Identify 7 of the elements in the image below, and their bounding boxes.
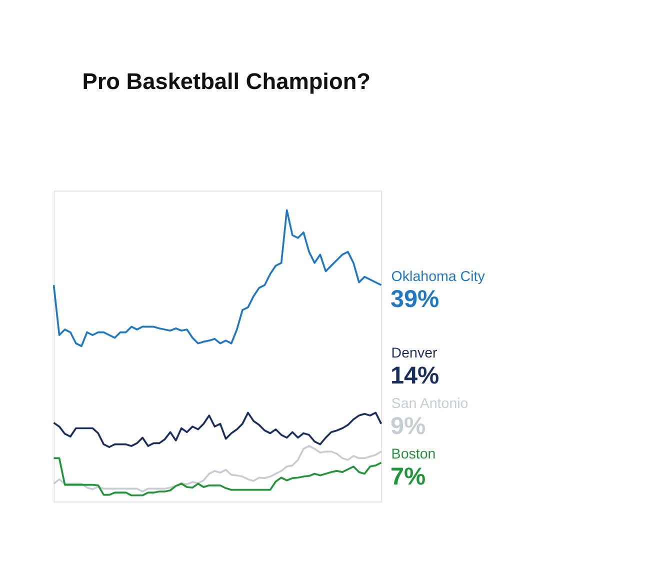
data-label: 14% [390,362,440,390]
chart-title: Pro Basketball Champion? [82,68,371,94]
series-label: Oklahoma City [391,268,486,285]
series-label: Boston [391,446,436,462]
data-label: 7% [390,463,426,490]
text: Denver [391,346,438,362]
data-label: 39% [390,286,440,313]
